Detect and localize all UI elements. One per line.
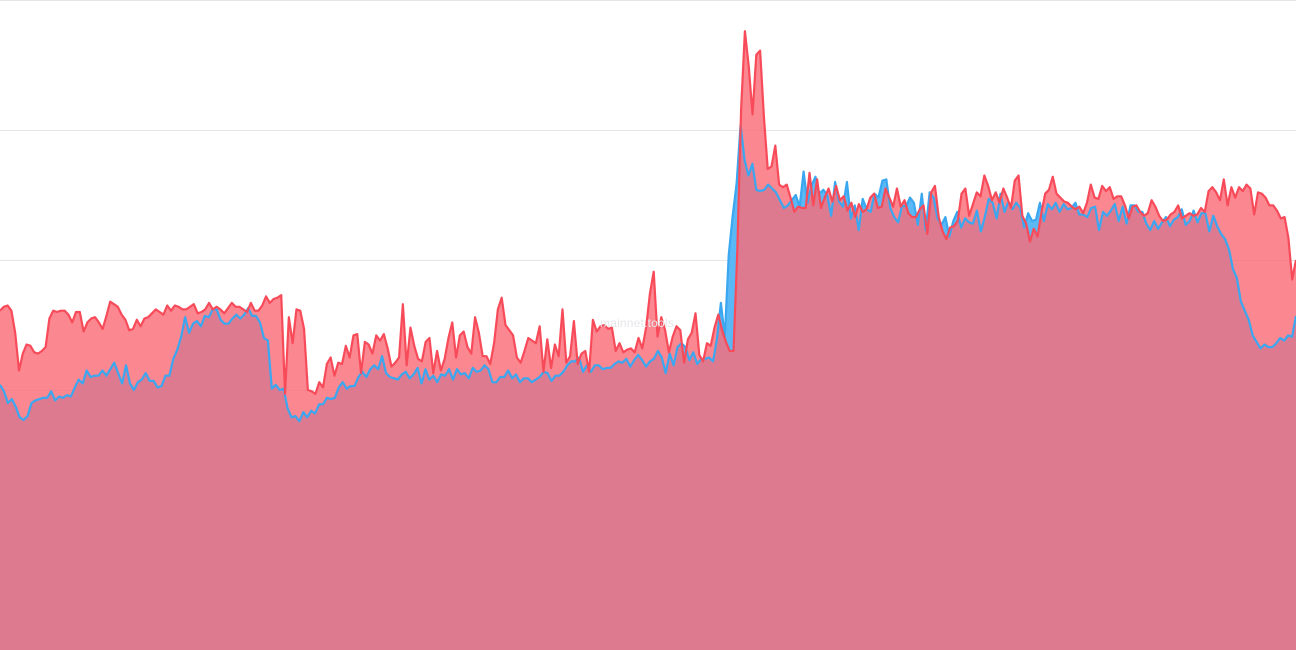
series-line-1 (0, 123, 1296, 423)
series-line-0 (0, 30, 1296, 395)
series-lines (0, 30, 1296, 423)
watermark-text: mainnet.tools (600, 316, 674, 330)
series-area-0 (0, 31, 1296, 650)
series-areas (0, 31, 1296, 650)
